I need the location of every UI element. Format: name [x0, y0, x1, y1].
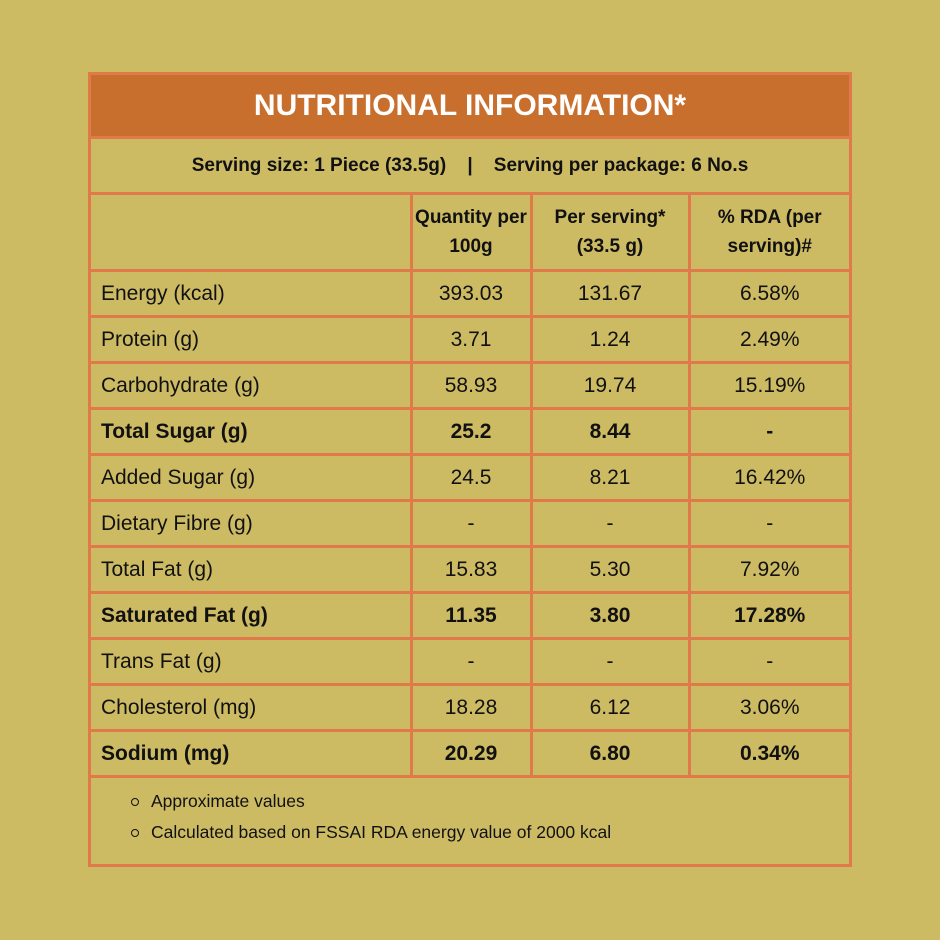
bullet-icon	[131, 828, 139, 837]
quantity-per-100g: 25.2	[409, 407, 533, 456]
table-row: Cholesterol (mg) 18.28 6.12 3.06%	[91, 683, 849, 732]
nutrition-panel: NUTRITIONAL INFORMATION* Serving size: 1…	[88, 72, 852, 867]
footnote: Approximate values	[131, 786, 849, 817]
rda-percent: 2.49%	[687, 315, 849, 364]
per-serving: -	[529, 499, 691, 548]
table-row: Total Fat (g) 15.83 5.30 7.92%	[91, 545, 849, 594]
nutrient-name: Carbohydrate (g)	[91, 361, 413, 410]
footnote: Calculated based on FSSAI RDA energy val…	[131, 817, 849, 848]
rda-percent: 6.58%	[687, 270, 849, 318]
table-row: Total Sugar (g) 25.2 8.44-	[91, 407, 849, 456]
rda-percent: -	[687, 407, 849, 456]
per-serving: 8.44	[529, 407, 691, 456]
nutrient-name: Dietary Fibre (g)	[91, 499, 413, 548]
rda-percent: 0.34%	[687, 729, 849, 778]
quantity-per-100g: -	[409, 637, 533, 686]
table-row: Trans Fat (g) - - -	[91, 637, 849, 686]
per-serving: 19.74	[529, 361, 691, 410]
table-row: Energy (kcal) 393.03 131.67 6.58%	[91, 270, 849, 318]
rda-percent: 3.06%	[687, 683, 849, 732]
table-row: Sodium (mg) 20.29 6.80 0.34%	[91, 729, 849, 778]
quantity-per-100g: 18.28	[409, 683, 533, 732]
table-row: Dietary Fibre (g) - - -	[91, 499, 849, 548]
rda-percent: 17.28%	[687, 591, 849, 640]
quantity-per-100g: 11.35	[409, 591, 533, 640]
nutrient-name: Total Fat (g)	[91, 545, 413, 594]
bullet-icon	[131, 797, 139, 806]
nutrient-name: Added Sugar (g)	[91, 453, 413, 502]
nutrient-name: Trans Fat (g)	[91, 637, 413, 686]
header-quantity: Quantity per 100g	[409, 195, 533, 272]
nutrient-name: Total Sugar (g)	[91, 407, 413, 456]
nutrition-table: Quantity per 100g Per serving* (33.5 g) …	[91, 195, 849, 778]
header-nutrient	[91, 195, 413, 272]
rda-percent: -	[687, 499, 849, 548]
table-row: Carbohydrate (g) 58.93 19.74 15.19%	[91, 361, 849, 410]
quantity-per-100g: 24.5	[409, 453, 533, 502]
quantity-per-100g: 58.93	[409, 361, 533, 410]
per-serving: -	[529, 637, 691, 686]
nutrient-name: Saturated Fat (g)	[91, 591, 413, 640]
rda-percent: 7.92%	[687, 545, 849, 594]
per-serving: 1.24	[529, 315, 691, 364]
rda-percent: 15.19%	[687, 361, 849, 410]
nutrient-name: Energy (kcal)	[91, 270, 413, 318]
nutrient-name: Protein (g)	[91, 315, 413, 364]
header-per-serving: Per serving* (33.5 g)	[529, 195, 691, 272]
rda-percent: -	[687, 637, 849, 686]
per-serving: 8.21	[529, 453, 691, 502]
header-row: Quantity per 100g Per serving* (33.5 g) …	[91, 195, 849, 272]
nutrient-name: Sodium (mg)	[91, 729, 413, 778]
per-serving: 5.30	[529, 545, 691, 594]
table-row: Added Sugar (g) 24.5 8.21 16.42%	[91, 453, 849, 502]
header-rda: % RDA (per serving)#	[687, 195, 849, 272]
rda-percent: 16.42%	[687, 453, 849, 502]
table-row: Saturated Fat (g) 11.35 3.80 17.28%	[91, 591, 849, 640]
quantity-per-100g: 15.83	[409, 545, 533, 594]
quantity-per-100g: 3.71	[409, 315, 533, 364]
serving-info: Serving size: 1 Piece (33.5g) | Serving …	[91, 139, 849, 195]
quantity-per-100g: 20.29	[409, 729, 533, 778]
per-serving: 131.67	[529, 270, 691, 318]
per-serving: 6.12	[529, 683, 691, 732]
panel-title: NUTRITIONAL INFORMATION*	[91, 75, 849, 139]
quantity-per-100g: -	[409, 499, 533, 548]
per-serving: 3.80	[529, 591, 691, 640]
nutrient-name: Cholesterol (mg)	[91, 683, 413, 732]
quantity-per-100g: 393.03	[409, 270, 533, 318]
footnotes: Approximate values Calculated based on F…	[91, 778, 849, 848]
table-row: Protein (g) 3.71 1.24 2.49%	[91, 315, 849, 364]
per-serving: 6.80	[529, 729, 691, 778]
